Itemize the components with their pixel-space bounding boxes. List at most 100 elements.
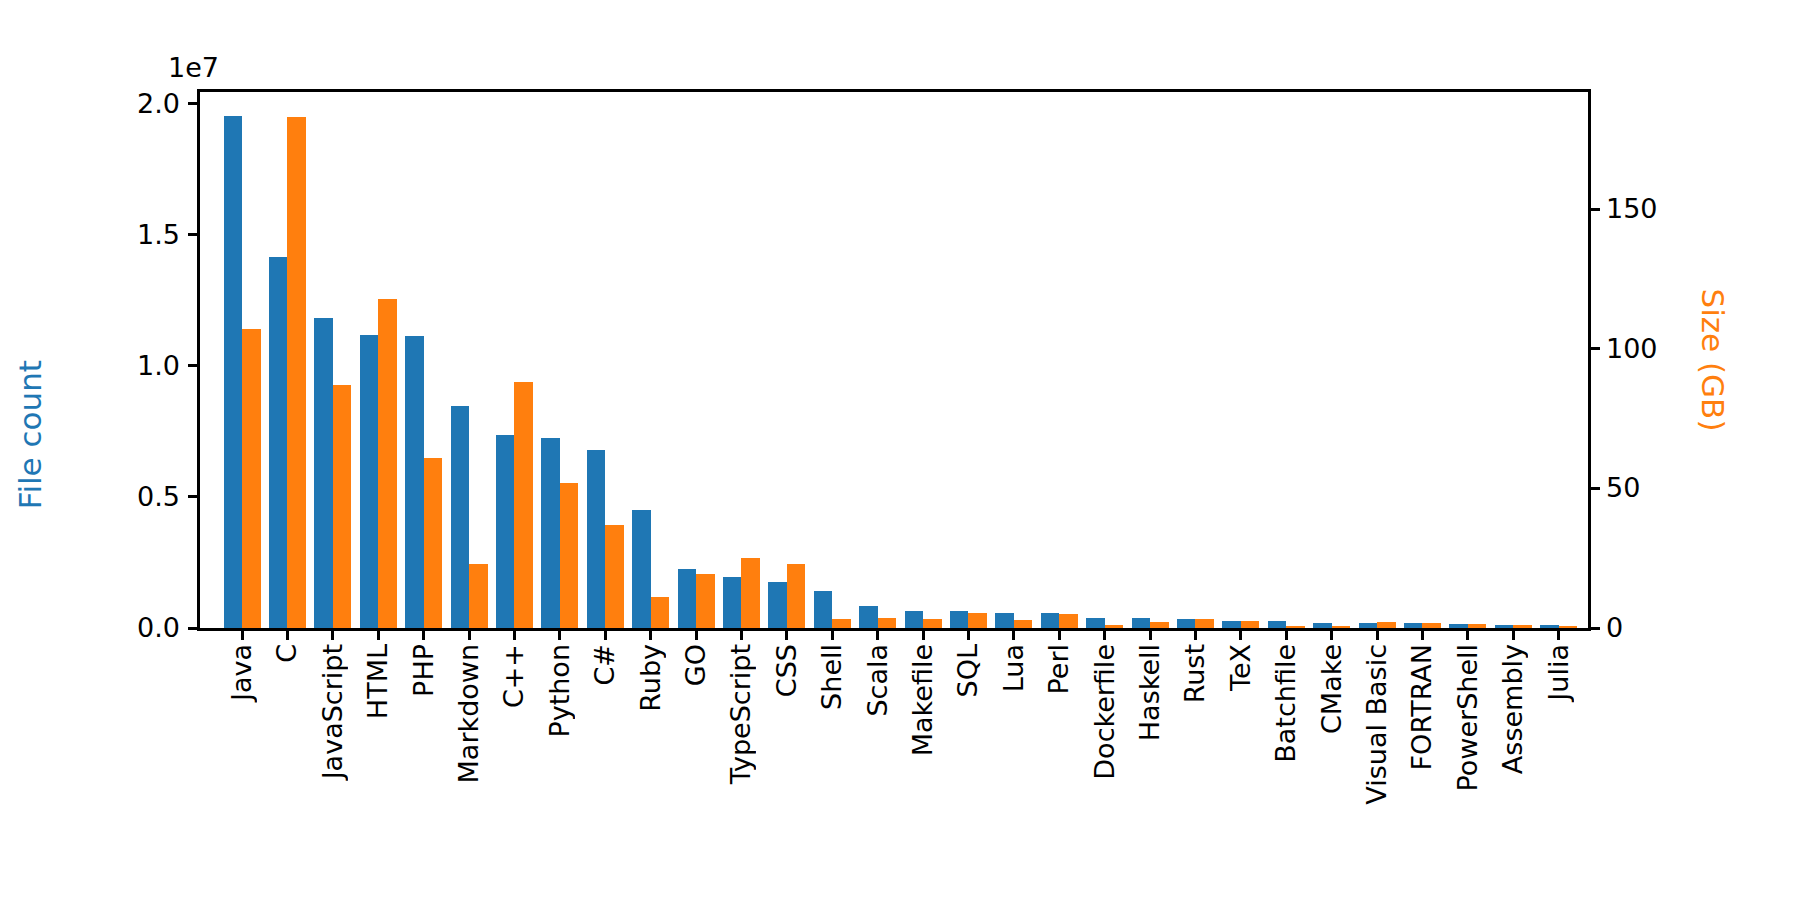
left-axis-offset-label: 1e7 (168, 52, 219, 83)
x-tick-label: Perl (1044, 644, 1074, 695)
bar-size-gb (1105, 625, 1124, 628)
bar-size-gb (878, 618, 897, 628)
x-tick-label: PowerShell (1453, 644, 1483, 792)
bar-file-count (451, 406, 470, 628)
bar-file-count (1132, 618, 1151, 628)
x-tick-label: C# (590, 644, 620, 685)
x-tick-label: C++ (499, 644, 529, 708)
left-y-tick-label: 1.5 (100, 219, 180, 251)
bar-size-gb (242, 329, 261, 628)
x-tick-label: Scala (863, 644, 893, 717)
x-tick-label: HTML (363, 644, 393, 719)
bar-file-count (1313, 623, 1332, 629)
bar-size-gb (1513, 625, 1532, 629)
x-tick-label: GO (681, 644, 711, 686)
bar-file-count (360, 335, 379, 628)
right-y-tick-label: 150 (1606, 193, 1696, 225)
x-tick-label: CMake (1317, 644, 1347, 734)
bar-file-count (1086, 618, 1105, 628)
bar-size-gb (1059, 614, 1078, 629)
bar-size-gb (1241, 621, 1260, 628)
bar-file-count (1540, 625, 1559, 628)
bar-file-count (632, 510, 651, 628)
bar-file-count (587, 450, 606, 628)
bar-size-gb (787, 564, 806, 628)
x-tick-label: CSS (772, 644, 802, 697)
bar-file-count (678, 569, 697, 629)
bar-size-gb (651, 597, 670, 628)
bar-size-gb (1195, 619, 1214, 628)
bar-file-count (995, 613, 1014, 629)
bar-size-gb (741, 558, 760, 628)
bar-file-count (905, 611, 924, 628)
bar-file-count (1359, 623, 1378, 628)
bar-size-gb (378, 299, 397, 628)
bar-file-count (1404, 623, 1423, 628)
x-tick-label: Makefile (908, 644, 938, 756)
x-tick-label: Julia (1544, 644, 1574, 701)
right-y-tick-label: 0 (1606, 612, 1696, 644)
bar-size-gb (560, 483, 579, 628)
bar-size-gb (1468, 624, 1487, 628)
x-tick-label: Assembly (1498, 644, 1528, 774)
bar-size-gb (696, 574, 715, 628)
left-y-tick-label: 0.5 (100, 481, 180, 513)
x-tick-label: Python (545, 644, 575, 738)
x-tick-label: Visual Basic (1362, 644, 1392, 805)
bar-size-gb (1286, 626, 1305, 628)
bar-size-gb (605, 525, 624, 628)
right-axis-title: Size (GB) (1695, 289, 1731, 432)
bar-file-count (1495, 625, 1514, 628)
bar-size-gb (514, 382, 533, 628)
bar-file-count (768, 582, 787, 628)
bar-file-count (496, 435, 515, 628)
right-y-tick-label: 100 (1606, 333, 1696, 365)
x-tick-label: Ruby (636, 644, 666, 712)
bar-file-count (541, 438, 560, 628)
x-tick-label: TypeScript (726, 644, 756, 784)
bar-size-gb (1559, 626, 1578, 628)
bar-size-gb (832, 619, 851, 628)
bar-size-gb (1150, 622, 1169, 628)
x-tick-label: Dockerfile (1090, 644, 1120, 780)
x-tick-label: C (272, 644, 302, 663)
bar-file-count (1177, 619, 1196, 628)
bar-file-count (1041, 613, 1060, 628)
plot-area (197, 89, 1591, 631)
x-tick-label: TeX (1226, 644, 1256, 691)
bar-file-count (723, 577, 742, 628)
bar-file-count (814, 591, 833, 628)
x-tick-label: Markdown (454, 644, 484, 783)
bar-size-gb (1014, 620, 1033, 628)
x-tick-label: JavaScript (318, 644, 348, 779)
bar-file-count (224, 116, 243, 628)
x-tick-label: Lua (999, 644, 1029, 692)
x-tick-label: Haskell (1135, 644, 1165, 741)
x-tick-label: PHP (409, 644, 439, 697)
bar-size-gb (1332, 626, 1351, 628)
left-axis-title: File count (12, 360, 48, 509)
figure: File count Size (GB) 1e7 0.0 0.5 1.0 1.5 2.0… (0, 0, 1800, 900)
bar-file-count (859, 606, 878, 628)
bar-file-count (269, 257, 288, 628)
left-y-tick-label: 0.0 (100, 612, 180, 644)
bar-size-gb (1377, 622, 1396, 628)
bar-file-count (1268, 621, 1287, 628)
bar-size-gb (287, 117, 306, 628)
bar-size-gb (1422, 623, 1441, 628)
bar-file-count (405, 336, 424, 629)
bar-size-gb (469, 564, 488, 628)
x-tick-label: Java (227, 644, 257, 701)
left-y-tick-label: 1.0 (100, 350, 180, 382)
bar-file-count (950, 611, 969, 628)
bar-file-count (1449, 624, 1468, 629)
left-y-tick-label: 2.0 (100, 88, 180, 120)
bar-file-count (314, 318, 333, 628)
bar-size-gb (968, 613, 987, 628)
bar-size-gb (923, 619, 942, 628)
x-tick-label: Rust (1180, 644, 1210, 703)
x-tick-label: Batchfile (1271, 644, 1301, 763)
x-tick-label: Shell (817, 644, 847, 710)
x-tick-label: FORTRAN (1407, 644, 1437, 770)
bar-file-count (1222, 621, 1241, 628)
